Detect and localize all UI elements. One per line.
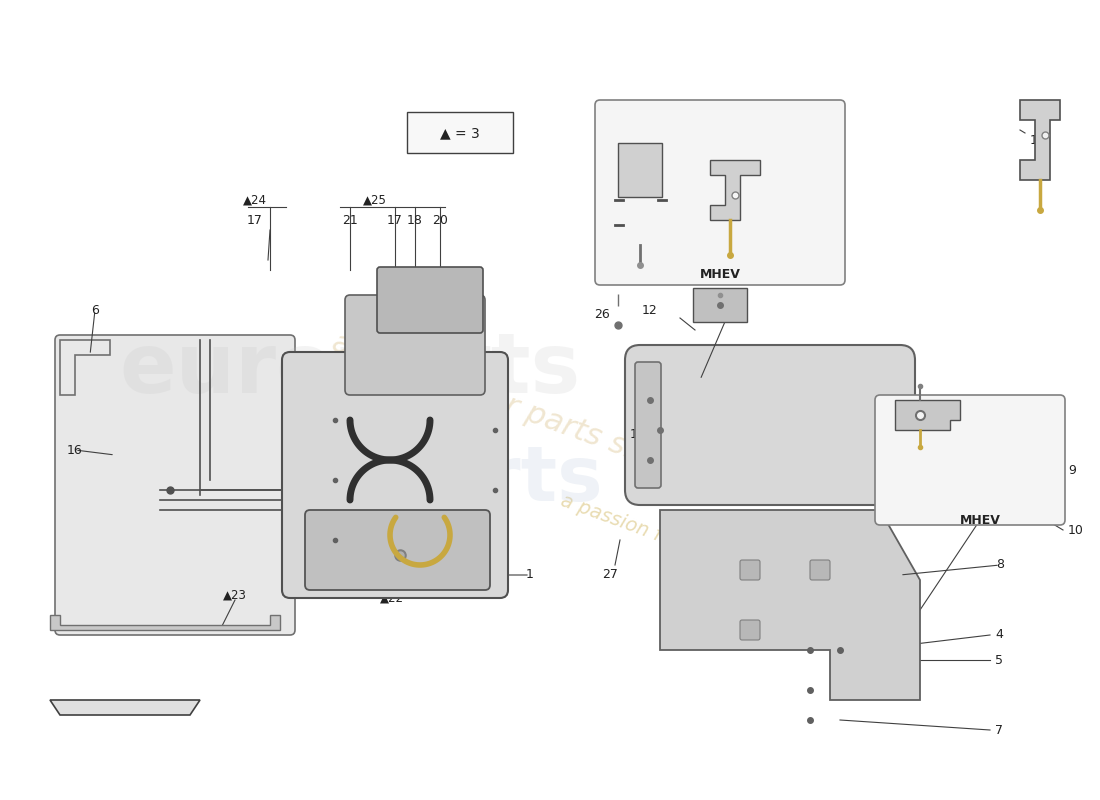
Text: 4: 4 — [996, 629, 1003, 642]
Text: europarts: europarts — [120, 330, 581, 410]
Text: 5: 5 — [996, 654, 1003, 666]
FancyBboxPatch shape — [635, 362, 661, 488]
FancyBboxPatch shape — [345, 295, 485, 395]
Text: 11: 11 — [627, 229, 642, 242]
Text: 10: 10 — [1068, 523, 1084, 537]
Text: 14: 14 — [630, 429, 646, 442]
Text: ▲25: ▲25 — [363, 194, 387, 206]
Text: 7: 7 — [996, 723, 1003, 737]
FancyBboxPatch shape — [282, 352, 508, 598]
Polygon shape — [50, 700, 200, 715]
Text: a passion for parts since 1985: a passion for parts since 1985 — [559, 490, 842, 610]
Text: 1: 1 — [526, 569, 534, 582]
FancyBboxPatch shape — [625, 345, 915, 505]
Text: 18: 18 — [337, 558, 353, 571]
Text: 11: 11 — [730, 229, 746, 242]
Polygon shape — [710, 160, 760, 220]
Text: 18: 18 — [407, 214, 422, 226]
FancyBboxPatch shape — [693, 288, 747, 322]
FancyBboxPatch shape — [740, 560, 760, 580]
Text: 8: 8 — [996, 558, 1004, 571]
Text: 13: 13 — [730, 114, 746, 126]
Text: 20: 20 — [422, 558, 438, 571]
Text: euro: euro — [232, 493, 428, 567]
Text: 27: 27 — [602, 569, 618, 582]
Text: parts: parts — [377, 443, 603, 517]
Polygon shape — [50, 615, 280, 630]
FancyBboxPatch shape — [618, 143, 662, 197]
FancyBboxPatch shape — [874, 395, 1065, 525]
Text: 6: 6 — [91, 303, 99, 317]
Polygon shape — [895, 400, 960, 430]
Text: MHEV: MHEV — [700, 269, 740, 282]
Text: 9: 9 — [1068, 463, 1076, 477]
Text: ▲22: ▲22 — [379, 591, 404, 605]
FancyBboxPatch shape — [740, 620, 760, 640]
FancyBboxPatch shape — [810, 560, 830, 580]
Polygon shape — [1020, 100, 1060, 180]
Text: 2: 2 — [726, 303, 734, 317]
Text: 16: 16 — [67, 443, 82, 457]
Text: ▲23: ▲23 — [223, 589, 246, 602]
FancyBboxPatch shape — [595, 100, 845, 285]
FancyBboxPatch shape — [407, 112, 513, 153]
FancyBboxPatch shape — [305, 510, 490, 590]
FancyBboxPatch shape — [55, 335, 295, 635]
Text: 12: 12 — [640, 114, 656, 126]
Text: MHEV: MHEV — [960, 514, 1001, 526]
FancyBboxPatch shape — [377, 267, 483, 333]
Text: 26: 26 — [594, 309, 610, 322]
Text: 17: 17 — [248, 214, 263, 226]
Polygon shape — [660, 510, 920, 700]
Text: a passion for parts since 1985: a passion for parts since 1985 — [329, 327, 771, 513]
Text: 20: 20 — [432, 214, 448, 226]
Text: 21: 21 — [342, 214, 358, 226]
Polygon shape — [60, 340, 110, 395]
Text: 4: 4 — [1005, 483, 1013, 497]
Text: 13: 13 — [1030, 134, 1046, 146]
Text: ▲ = 3: ▲ = 3 — [440, 126, 480, 140]
Text: ▲24: ▲24 — [243, 194, 267, 206]
Text: 19: 19 — [382, 558, 398, 571]
Text: 12: 12 — [642, 303, 658, 317]
Text: 17: 17 — [387, 214, 403, 226]
